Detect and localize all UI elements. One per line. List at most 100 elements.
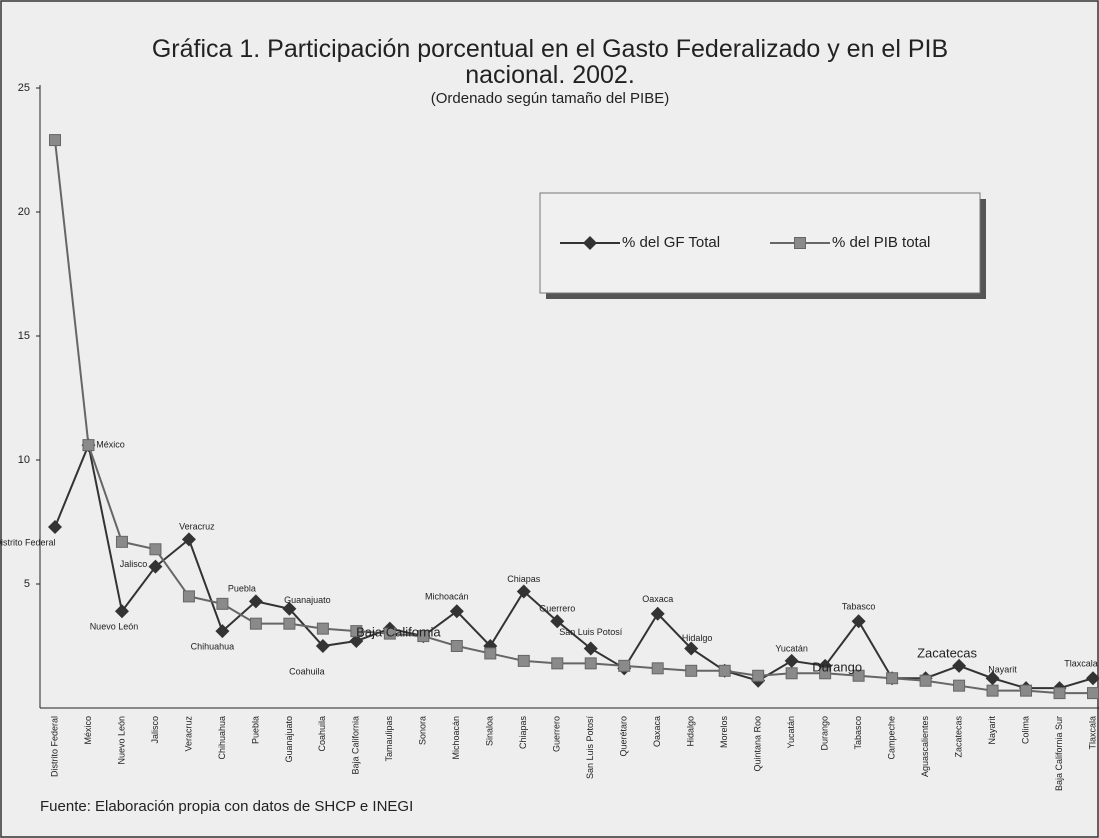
point — [752, 669, 765, 682]
point — [550, 614, 565, 629]
point — [583, 641, 598, 656]
x-tick-label: Coahuila — [317, 716, 327, 752]
point — [886, 672, 899, 685]
x-tick-label: Nayarit — [987, 716, 997, 745]
point — [283, 617, 296, 630]
point-label: Michoacán — [425, 592, 469, 602]
point — [851, 614, 866, 629]
x-tick-label: Sonora — [418, 716, 428, 745]
x-tick-label: Morelos — [719, 716, 729, 749]
point — [282, 601, 297, 616]
point-label: Tabasco — [842, 602, 876, 612]
point — [149, 543, 162, 556]
legend-label: % del PIB total — [832, 234, 930, 251]
x-tick-label: Guerrero — [552, 716, 562, 752]
point — [1053, 687, 1066, 700]
x-tick-label: Oaxaca — [652, 716, 662, 747]
point — [316, 622, 329, 635]
point — [48, 519, 62, 534]
chart-subtitle: (Ordenado según tamaño del PIBE) — [430, 90, 670, 107]
x-tick-label: Tamaulipas — [384, 716, 394, 762]
x-tick-label: Hidalgo — [686, 716, 696, 747]
point-label: San Luis Potosí — [559, 627, 623, 637]
point-label: Zacatecas — [917, 645, 977, 660]
point — [651, 662, 664, 675]
y-tick-label: 10 — [18, 454, 30, 466]
point-label: Puebla — [228, 584, 256, 594]
point — [248, 594, 263, 609]
point-label: Nuevo León — [90, 622, 139, 632]
point-label: Guerrero — [539, 604, 575, 614]
point — [315, 639, 330, 653]
point-label: Chiapas — [507, 574, 541, 584]
point — [953, 679, 966, 692]
x-tick-label: Colima — [1020, 716, 1030, 744]
point — [1020, 684, 1033, 697]
point — [417, 630, 430, 643]
point — [551, 657, 564, 670]
x-tick-label: Durango — [820, 716, 830, 751]
point-label: México — [96, 439, 125, 449]
x-tick-label: Puebla — [250, 716, 260, 744]
x-tick-label: Guanajuato — [284, 716, 294, 763]
point — [1086, 671, 1099, 686]
point-label: Coahuila — [289, 666, 325, 676]
point — [181, 532, 196, 547]
point-label: Baja California — [356, 624, 441, 639]
point — [650, 606, 665, 621]
point — [216, 597, 229, 610]
x-tick-label: Yucatán — [786, 716, 796, 749]
point-label: Guanajuato — [284, 595, 331, 605]
point — [583, 236, 597, 250]
point — [449, 604, 464, 619]
point-label: Oaxaca — [642, 594, 673, 604]
x-tick-label: Campeche — [886, 716, 896, 760]
point — [517, 654, 530, 667]
point — [249, 617, 262, 630]
point-label: Yucatán — [775, 643, 808, 653]
point — [349, 634, 364, 649]
x-tick-label: Tlaxcala — [1087, 716, 1097, 750]
point-label: Hidalgo — [682, 633, 713, 643]
chart-title: Gráfica 1. Participación porcentual en e… — [151, 35, 949, 89]
point — [852, 669, 865, 682]
point-label: Chihuahua — [191, 641, 235, 651]
point-label: Veracruz — [179, 522, 215, 532]
point — [182, 590, 195, 603]
point — [784, 653, 799, 668]
point-label: Jalisco — [120, 559, 148, 569]
x-tick-label: Quintana Roo — [753, 716, 763, 772]
point-label: Nayarit — [988, 665, 1017, 675]
point — [685, 664, 698, 677]
point-label: Distrito Federal — [0, 537, 56, 547]
point — [484, 647, 497, 660]
source-note: Fuente: Elaboración propia con datos de … — [40, 798, 414, 815]
point — [785, 667, 798, 680]
y-tick-label: 20 — [18, 206, 30, 218]
x-tick-label: San Luis Potosí — [585, 716, 595, 780]
x-tick-label: Querétaro — [619, 716, 629, 757]
x-tick-label: Nuevo León — [116, 716, 126, 765]
point — [350, 625, 363, 638]
x-tick-label: Distrito Federal — [49, 716, 59, 777]
x-tick-label: Jalisco — [150, 716, 160, 744]
point — [82, 439, 95, 452]
point — [986, 684, 999, 697]
legend-label: % del GF Total — [622, 234, 720, 251]
point — [819, 667, 832, 680]
x-tick-label: Veracruz — [183, 716, 193, 752]
point — [114, 604, 129, 619]
point — [794, 237, 806, 249]
point-label: Tlaxcala — [1064, 659, 1098, 669]
x-tick-label: Baja California — [351, 716, 361, 775]
x-tick-label: Baja California Sur — [1054, 716, 1064, 791]
x-tick-label: Zacatecas — [953, 716, 963, 758]
point — [148, 559, 163, 574]
x-tick-label: Michoacán — [451, 716, 461, 760]
x-tick-label: Tabasco — [853, 716, 863, 750]
point-label: Durango — [812, 659, 862, 674]
point — [516, 584, 531, 599]
